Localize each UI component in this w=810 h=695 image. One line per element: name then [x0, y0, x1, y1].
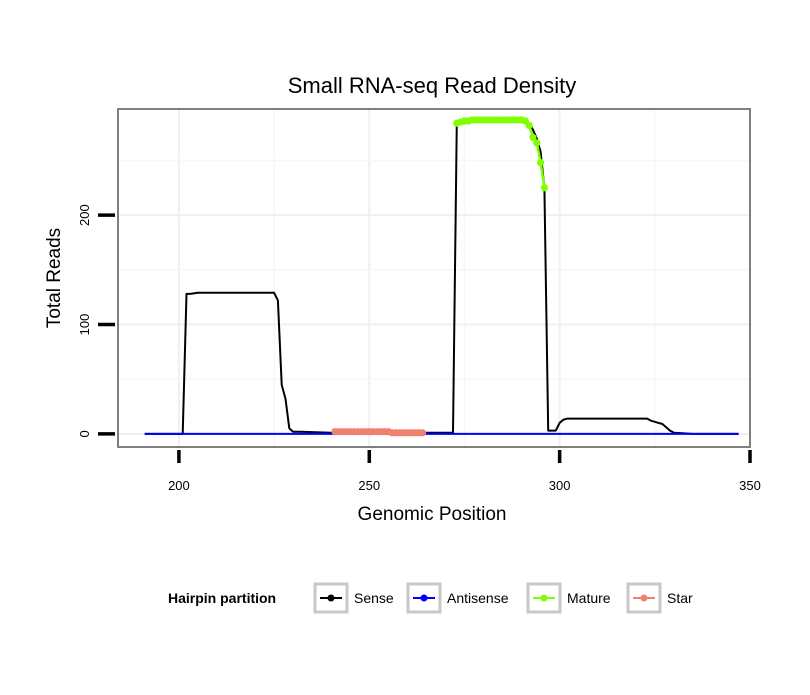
- legend-key-point: [540, 594, 548, 602]
- data-point-star: [418, 429, 427, 437]
- data-point-mature: [540, 184, 549, 192]
- y-tick-label: 100: [77, 314, 92, 336]
- data-point-mature: [533, 139, 541, 147]
- legend-label-star: Star: [667, 590, 693, 606]
- chart-title: Small RNA-seq Read Density: [288, 73, 577, 98]
- legend-label-mature: Mature: [567, 590, 611, 606]
- legend-label-antisense: Antisense: [447, 590, 509, 606]
- legend-item-antisense: Antisense: [406, 582, 509, 614]
- x-axis-label: Genomic Position: [358, 504, 507, 525]
- x-tick-label: 250: [358, 478, 380, 493]
- plot-panel: [117, 108, 751, 448]
- y-axis-label: Total Reads: [44, 228, 65, 328]
- legend-items: Sense Antisense Mature Star: [313, 582, 693, 614]
- y-axis: 0 100 200: [77, 204, 115, 437]
- legend-key-point: [640, 594, 648, 602]
- legend-title: Hairpin partition: [168, 590, 276, 606]
- data-point-mature: [525, 121, 533, 130]
- x-axis: 200 250 300 350: [168, 450, 761, 493]
- data-point-mature: [537, 158, 545, 167]
- legend-item-mature: Mature: [526, 582, 611, 614]
- x-tick-label: 300: [549, 478, 571, 493]
- legend-item-sense: Sense: [313, 582, 394, 614]
- legend: Hairpin partition Sense Antisense Mature St…: [168, 582, 693, 614]
- data-point-mature: [529, 133, 537, 142]
- legend-key-point: [420, 594, 428, 602]
- legend-key-point: [327, 594, 335, 602]
- y-tick-label: 0: [77, 430, 92, 437]
- series-markers: [331, 116, 549, 437]
- x-tick-label: 350: [739, 478, 761, 493]
- legend-label-sense: Sense: [354, 590, 394, 606]
- y-tick-label: 200: [77, 204, 92, 226]
- x-tick-label: 200: [168, 478, 190, 493]
- legend-item-star: Star: [626, 582, 693, 614]
